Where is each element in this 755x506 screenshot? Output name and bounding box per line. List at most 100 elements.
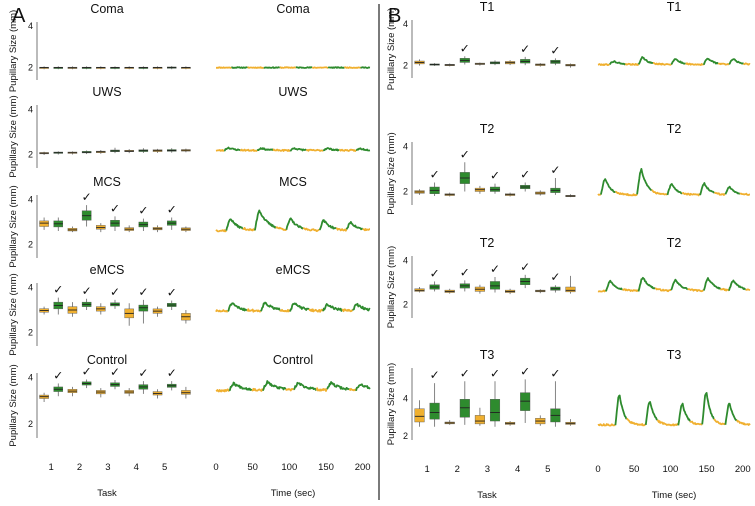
trace-segment-green	[614, 394, 628, 426]
box-green	[489, 281, 501, 290]
significance-check: ✓	[53, 283, 63, 297]
y-tick-label: 2	[28, 419, 33, 429]
trace-segment-green	[728, 58, 744, 65]
trace-segment-green	[724, 402, 738, 425]
trace-segment-orange	[348, 387, 357, 392]
line-title: T1	[667, 0, 682, 14]
trace-segment-green	[228, 381, 253, 392]
y-tick-label: 2	[403, 61, 408, 71]
significance-check: ✓	[110, 201, 120, 215]
box-green	[429, 402, 440, 420]
x-tick-time: 0	[595, 464, 600, 475]
panel-label: A	[12, 5, 26, 27]
trace-segment-orange	[685, 62, 705, 66]
trace-segment-green	[666, 182, 683, 196]
y-tick-label: 4	[28, 283, 33, 293]
y-axis-label: Pupillary Size (mm)	[386, 246, 397, 328]
box-title: T1	[480, 0, 495, 14]
trace-segment-orange	[215, 229, 227, 233]
trace-segment-orange	[215, 66, 232, 69]
trace-segment-green	[702, 277, 722, 291]
trace-segment-orange	[717, 62, 730, 66]
trace-segment-green	[289, 302, 310, 312]
trace-segment-green	[636, 167, 653, 195]
y-axis-label: Pupillary Size (mm)	[386, 132, 397, 214]
trace-segment-orange	[315, 387, 328, 392]
trace-segment-green	[263, 66, 281, 69]
line-title: Control	[273, 353, 313, 367]
trace-segment-orange	[736, 419, 751, 426]
trace-segment-green	[285, 217, 304, 230]
significance-check: ✓	[430, 266, 440, 280]
trace-segment-orange	[215, 388, 230, 393]
significance-check: ✓	[430, 368, 440, 382]
line-title: UWS	[278, 85, 307, 99]
x-tick-time: 150	[318, 462, 334, 473]
line-title: T3	[667, 348, 682, 362]
x-tick-task: 2	[455, 464, 460, 475]
row-emcs: Pupillary Size (mm) 2 4 eMCS ✓ ✓ ✓ ✓ ✓ eMCS	[8, 263, 371, 356]
row-coma: Pupillary Size (mm) 2 4 Coma Coma	[8, 2, 371, 92]
y-tick-label: 4	[28, 21, 33, 31]
trace-segment-green	[724, 185, 741, 195]
trace-segment-orange	[597, 193, 602, 196]
row-t3: Pupillary Size (mm) 2 4 T3 ✓ ✓ ✓ ✓ ✓ T3	[386, 348, 751, 445]
line-title: Coma	[276, 2, 309, 16]
significance-check: ✓	[110, 285, 120, 299]
box-title: T3	[480, 348, 495, 362]
trace-segment-green	[355, 383, 371, 392]
significance-check: ✓	[460, 147, 470, 161]
x-tick-task: 5	[162, 462, 167, 473]
x-tick-task: 4	[515, 464, 520, 475]
x-tick-time: 50	[247, 462, 258, 473]
box-orange	[565, 286, 576, 293]
trace-segment-green	[644, 400, 658, 426]
box-title: T2	[480, 236, 495, 250]
x-tick-time: 200	[355, 462, 371, 473]
trace-segment-orange	[652, 62, 672, 66]
significance-check: ✓	[550, 270, 560, 284]
trace-segment-orange	[305, 148, 324, 152]
significance-check: ✓	[550, 366, 560, 380]
x-tick-task: 3	[105, 462, 110, 473]
trace-segment-orange	[308, 308, 324, 313]
trace-segment-orange	[215, 309, 229, 313]
trace-segment-orange	[338, 148, 357, 152]
y-axis-label: Pupillary Size (mm)	[8, 95, 19, 177]
trace-segment-orange	[689, 420, 703, 426]
x-tick-task: 2	[77, 462, 82, 473]
trace-segment-orange	[597, 423, 616, 427]
significance-check: ✓	[53, 368, 63, 382]
significance-check: ✓	[460, 265, 470, 279]
x-axis-label-task: Task	[477, 490, 497, 501]
x-axis-label-time: Time (sec)	[652, 490, 697, 501]
trace-segment-orange	[626, 417, 647, 427]
trace-segment-orange	[742, 62, 751, 66]
trace-segment-green	[728, 279, 746, 291]
y-tick-label: 4	[403, 19, 408, 29]
significance-check: ✓	[460, 366, 470, 380]
significance-check: ✓	[550, 163, 560, 177]
trace-segment-orange	[279, 308, 291, 313]
significance-check: ✓	[167, 366, 177, 380]
significance-check: ✓	[138, 285, 148, 299]
significance-check: ✓	[490, 262, 500, 276]
box-title: Control	[87, 353, 127, 367]
x-tick-time: 50	[629, 464, 640, 475]
trace-segment-orange	[713, 418, 727, 426]
y-axis-label: Pupillary Size (mm)	[386, 8, 397, 90]
box-orange	[414, 408, 425, 423]
y-tick-label: 2	[28, 240, 33, 250]
trace-segment-green	[293, 381, 318, 392]
y-tick-label: 2	[28, 328, 33, 338]
trace-segment-green	[670, 278, 689, 291]
trace-segment-green	[702, 57, 719, 66]
box-orange	[474, 415, 485, 425]
significance-check: ✓	[82, 190, 92, 204]
y-tick-label: 2	[28, 150, 33, 160]
y-tick-label: 2	[403, 187, 408, 197]
trace-segment-orange	[302, 226, 320, 233]
trace-segment-green	[360, 66, 371, 69]
trace-segment-green	[637, 56, 654, 65]
